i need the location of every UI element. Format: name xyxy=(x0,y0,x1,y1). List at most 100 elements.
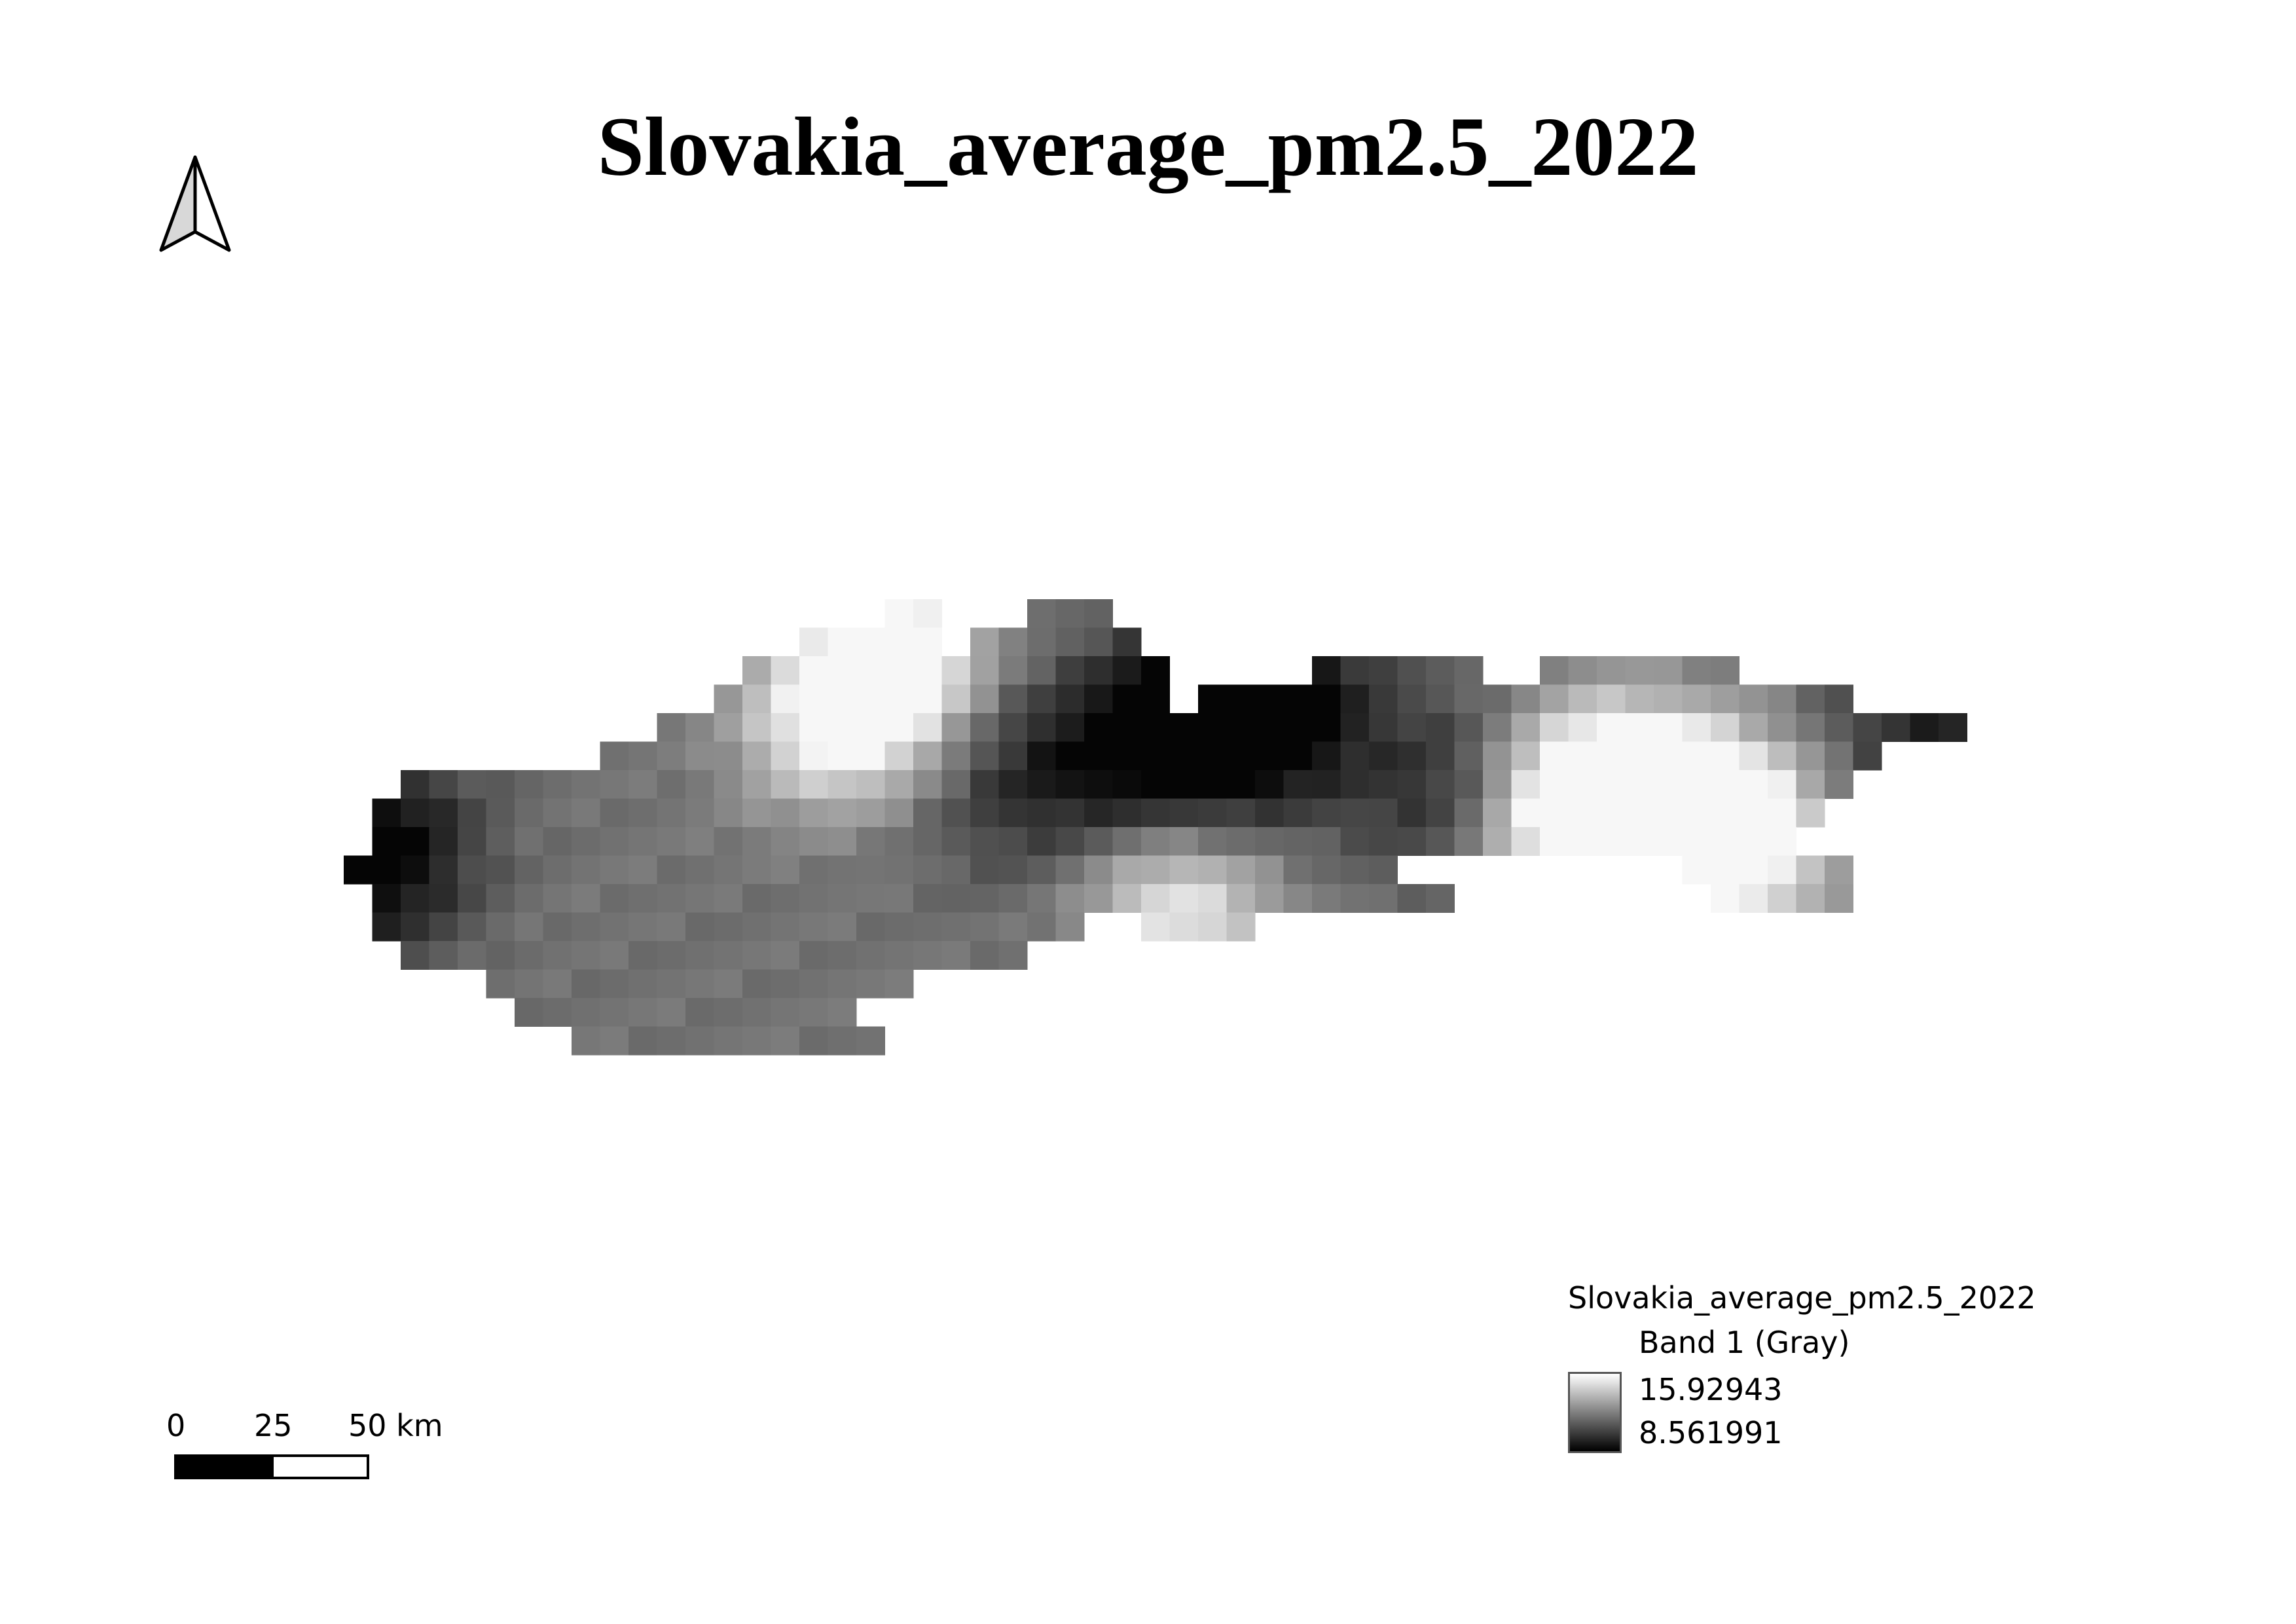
raster-cell xyxy=(1739,770,1768,799)
raster-cell xyxy=(913,627,942,657)
raster-cell xyxy=(685,798,714,828)
raster-cell xyxy=(828,827,857,856)
raster-cell xyxy=(629,798,657,828)
raster-cell xyxy=(742,827,771,856)
raster-cell xyxy=(828,1026,857,1056)
raster-cell xyxy=(771,912,800,942)
raster-cell xyxy=(1796,855,1825,885)
legend: Slovakia_average_pm2.5_2022 Band 1 (Gray… xyxy=(1568,1280,2092,1477)
raster-cell xyxy=(884,798,914,828)
raster-cell xyxy=(1454,684,1484,714)
raster-cell xyxy=(1739,827,1768,856)
raster-cell xyxy=(1796,770,1825,799)
raster-cell xyxy=(401,770,429,799)
raster-cell xyxy=(1369,770,1398,799)
raster-cell xyxy=(1768,741,1796,771)
raster-cell xyxy=(1169,713,1199,742)
raster-cell xyxy=(799,855,828,885)
raster-cell xyxy=(941,798,971,828)
raster-cell xyxy=(1397,713,1427,742)
raster-cell xyxy=(799,627,828,657)
raster-cell xyxy=(600,798,629,828)
raster-cell xyxy=(1540,656,1569,685)
raster-cell xyxy=(1027,798,1056,828)
raster-cell xyxy=(685,827,714,856)
raster-cell xyxy=(1369,827,1398,856)
raster-cell xyxy=(1283,884,1313,913)
raster-cell xyxy=(742,656,771,685)
raster-cell xyxy=(1169,855,1199,885)
raster-cell xyxy=(771,713,800,742)
raster-cell xyxy=(657,855,686,885)
raster-cell xyxy=(600,941,629,970)
scale-bar: 0 25 50 km xyxy=(157,1408,484,1486)
raster-cell xyxy=(714,827,743,856)
raster-cell xyxy=(884,884,914,913)
raster-cell xyxy=(1312,770,1341,799)
raster-cell xyxy=(970,713,999,742)
raster-cell xyxy=(1312,798,1341,828)
raster-cell xyxy=(1369,798,1398,828)
raster-cell xyxy=(998,770,1028,799)
raster-cell xyxy=(629,741,657,771)
raster-cell xyxy=(543,969,572,999)
raster-cell xyxy=(629,912,657,942)
raster-cell xyxy=(828,855,857,885)
raster-cell xyxy=(429,798,458,828)
raster-cell xyxy=(685,884,714,913)
raster-cell xyxy=(1739,684,1768,714)
raster-cell xyxy=(1312,827,1341,856)
raster-cell xyxy=(1711,684,1740,714)
raster-cell xyxy=(1568,770,1597,799)
raster-cell xyxy=(742,1026,771,1056)
raster-cell xyxy=(1568,656,1597,685)
raster-cell xyxy=(1027,855,1056,885)
raster-cell xyxy=(714,1026,743,1056)
raster-cell xyxy=(629,827,657,856)
raster-cell xyxy=(1340,713,1370,742)
raster-cell xyxy=(799,684,828,714)
raster-cell xyxy=(1112,827,1142,856)
raster-cell xyxy=(1027,770,1056,799)
raster-cell xyxy=(970,884,999,913)
raster-cell xyxy=(1739,855,1768,885)
raster-cell xyxy=(1141,770,1170,799)
raster-cell xyxy=(884,713,914,742)
scale-label-50: 50 km xyxy=(348,1408,443,1443)
raster-cell xyxy=(742,770,771,799)
raster-cell xyxy=(543,884,572,913)
raster-cell xyxy=(401,912,429,942)
raster-cell xyxy=(828,998,857,1027)
raster-cell xyxy=(1112,713,1142,742)
raster-cell xyxy=(1283,827,1313,856)
raster-cell xyxy=(913,656,942,685)
raster-cell xyxy=(515,855,543,885)
raster-cell xyxy=(1454,798,1484,828)
raster-cell xyxy=(1369,855,1398,885)
raster-cell xyxy=(771,969,800,999)
raster-cell xyxy=(714,884,743,913)
raster-cell xyxy=(913,912,942,942)
raster-cell xyxy=(1483,827,1512,856)
raster-cell xyxy=(1397,770,1427,799)
raster-cell xyxy=(657,998,686,1027)
raster-cell xyxy=(1198,884,1227,913)
raster-cell xyxy=(913,770,942,799)
raster-cell xyxy=(742,941,771,970)
raster-cell xyxy=(1483,713,1512,742)
raster-cell xyxy=(1426,884,1455,913)
raster-cell xyxy=(1084,684,1113,714)
raster-cell xyxy=(657,912,686,942)
raster-cell xyxy=(1682,770,1711,799)
raster-cell xyxy=(1454,713,1484,742)
raster-cell xyxy=(1682,827,1711,856)
scale-label-0: 0 xyxy=(166,1408,186,1443)
raster-cell xyxy=(1597,770,1626,799)
raster-cell xyxy=(1625,770,1654,799)
raster-cell xyxy=(1426,741,1455,771)
raster-cell xyxy=(429,884,458,913)
raster-cell xyxy=(1853,741,1882,771)
raster-cell xyxy=(828,770,857,799)
raster-cell xyxy=(1283,741,1313,771)
